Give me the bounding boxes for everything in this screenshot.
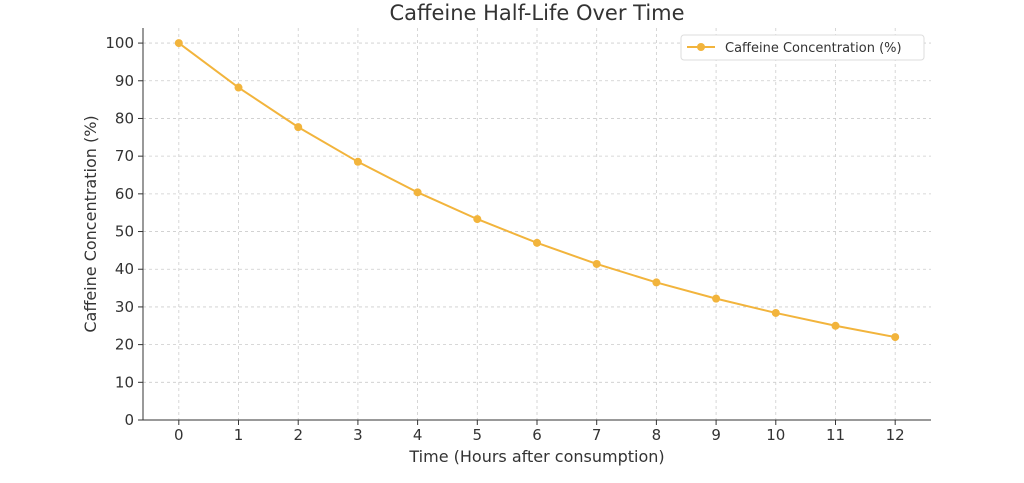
data-point xyxy=(353,157,362,166)
data-point xyxy=(771,308,780,317)
legend-label: Caffeine Concentration (%) xyxy=(725,41,902,56)
x-tick-label: 4 xyxy=(413,426,423,444)
legend-box xyxy=(680,34,925,61)
x-tick-label: 0 xyxy=(174,426,184,444)
data-point xyxy=(174,39,183,48)
data-point xyxy=(652,278,661,287)
legend-marker xyxy=(697,43,705,51)
y-tick-label: 90 xyxy=(115,72,134,90)
y-axis-label: Caffeine Concentration (%) xyxy=(81,115,100,332)
data-point xyxy=(473,215,482,224)
y-tick-label: 30 xyxy=(115,298,134,316)
y-tick-label: 100 xyxy=(105,34,134,52)
x-tick-label: 5 xyxy=(473,426,483,444)
chart-title: Caffeine Half-Life Over Time xyxy=(389,1,684,25)
y-tick-label: 20 xyxy=(115,336,134,354)
x-tick-label: 8 xyxy=(652,426,662,444)
legend: Caffeine Concentration (%) xyxy=(680,34,925,61)
data-point xyxy=(712,294,721,303)
y-tick-label: 80 xyxy=(115,109,134,127)
x-tick-label: 7 xyxy=(592,426,602,444)
x-tick-label: 1 xyxy=(234,426,244,444)
data-point xyxy=(831,321,840,330)
x-tick-label: 11 xyxy=(826,426,845,444)
x-tick-label: 3 xyxy=(353,426,363,444)
data-point xyxy=(533,238,541,247)
data-point xyxy=(413,188,422,197)
grid xyxy=(143,28,931,421)
y-tick-label: 50 xyxy=(115,223,134,241)
data-point xyxy=(294,123,303,132)
data-point xyxy=(592,259,601,268)
x-tick-label: 2 xyxy=(293,426,303,444)
y-tick-label: 0 xyxy=(124,411,134,429)
x-axis-label: Time (Hours after consumption) xyxy=(408,447,664,466)
x-tick-label: 10 xyxy=(766,426,785,444)
axes xyxy=(138,28,931,425)
data-point xyxy=(234,83,243,92)
y-tick-label: 10 xyxy=(115,373,134,391)
y-tick-label: 60 xyxy=(115,185,134,203)
y-tick-label: 70 xyxy=(115,147,134,165)
x-tick-label: 12 xyxy=(886,426,905,444)
y-tick-label: 40 xyxy=(115,260,134,278)
x-tick-label: 9 xyxy=(711,426,721,444)
series xyxy=(174,39,900,342)
x-tick-label: 6 xyxy=(532,426,542,444)
data-point xyxy=(891,333,900,342)
